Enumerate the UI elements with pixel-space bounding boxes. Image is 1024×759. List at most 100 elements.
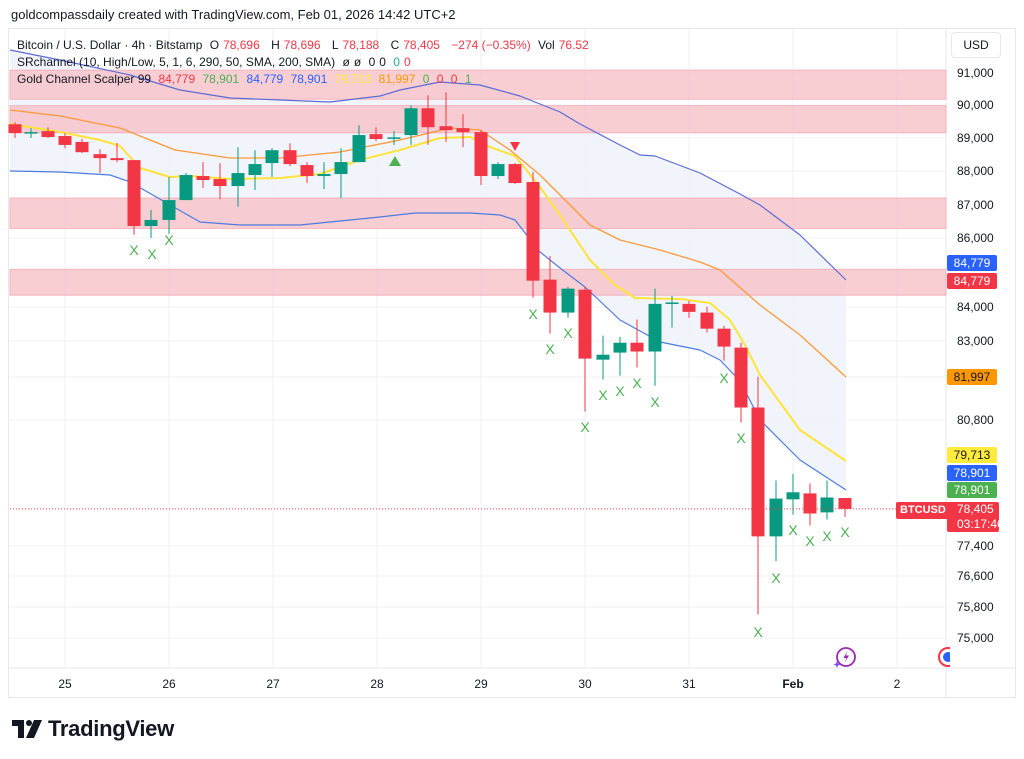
x-marker-icon: X [822, 528, 832, 544]
price-tick: 91,000 [957, 66, 994, 80]
legend-srchannel-row[interactable]: SRchannel (10, High/Low, 5, 1, 6, 290, 5… [17, 55, 411, 69]
resistance-band [9, 105, 947, 134]
candle-body [421, 108, 435, 128]
price-tick: 83,000 [957, 334, 994, 348]
time-tick: 2 [893, 677, 901, 691]
ai-assistant-icon[interactable] [832, 644, 858, 670]
candle-body [491, 164, 505, 177]
candle-body [630, 342, 644, 352]
x-marker-icon: X [545, 341, 555, 357]
candle-body [648, 303, 662, 352]
price-tick: 90,000 [957, 98, 994, 112]
candle-body [93, 154, 107, 159]
price-tick: 80,800 [957, 413, 994, 427]
time-tick: Feb [782, 677, 804, 691]
candle-body [456, 128, 470, 133]
tradingview-logo[interactable]: TradingView [12, 716, 174, 742]
candle-body [179, 175, 193, 201]
price-tick: 89,000 [957, 131, 994, 145]
price-badge: 79,713 [947, 447, 997, 463]
candle-body [110, 158, 124, 161]
x-marker-icon: X [805, 533, 815, 549]
candle-body [162, 200, 176, 220]
time-tick: 26 [162, 677, 176, 691]
candle-body [283, 150, 297, 165]
tradingview-wordmark: TradingView [48, 716, 174, 741]
price-badge: 78,901 [947, 465, 997, 481]
candle-body [387, 137, 401, 139]
change-value: −274 (−0.35%) [451, 38, 531, 52]
candle-body [700, 312, 714, 329]
legend-gcs-row[interactable]: Gold Channel Scalper 99 84,779 78,901 84… [17, 72, 472, 86]
symbol-tag: BTCUSD [896, 502, 950, 519]
candle-body [665, 302, 679, 304]
candle-body [803, 493, 817, 514]
price-tick: 75,000 [957, 631, 994, 645]
price-badge: 84,779 [947, 255, 997, 271]
candle-body [786, 492, 800, 500]
candle-body [717, 328, 731, 347]
low-value: L 78,188 [331, 38, 380, 52]
candle-body [317, 174, 331, 177]
candle-body [820, 497, 834, 513]
high-value: H 78,696 [271, 38, 321, 52]
candle-body [300, 165, 314, 177]
price-tick: 87,000 [957, 198, 994, 212]
x-marker-icon: X [129, 242, 139, 258]
price-tick: 86,000 [957, 231, 994, 245]
candle-body [751, 407, 765, 537]
candle-body [369, 134, 383, 140]
buy-signal-icon [389, 156, 401, 166]
candle-body [474, 132, 488, 177]
upper-channel-line [9, 49, 847, 281]
candle-body [213, 179, 227, 187]
x-marker-icon: X [753, 624, 763, 640]
close-value: C 78,405 [390, 38, 440, 52]
last-price-badge: 78,405 03:17:46 [947, 502, 1004, 532]
candle-body [144, 219, 158, 227]
economic-event-icon[interactable] [936, 645, 950, 669]
price-tick: 84,000 [957, 300, 994, 314]
last-price: 78,405 [957, 502, 994, 516]
candle-body [596, 354, 610, 360]
lower-channel-line [9, 170, 847, 491]
x-marker-icon: X [736, 430, 746, 446]
price-badge: 78,901 [947, 482, 997, 498]
currency-button[interactable]: USD [951, 32, 1001, 58]
candle-body [561, 288, 575, 313]
candle-body [352, 135, 366, 163]
candle-body [8, 124, 22, 134]
volume-value: Vol 76.52 [538, 38, 589, 52]
candle-body [231, 173, 245, 187]
x-marker-icon: X [598, 387, 608, 403]
x-marker-icon: X [788, 522, 798, 538]
tradingview-logo-icon [12, 720, 42, 738]
x-marker-icon: X [580, 419, 590, 435]
time-tick: 25 [58, 677, 72, 691]
candle-body [682, 303, 696, 312]
candle-body [41, 131, 55, 138]
candle-body [613, 342, 627, 353]
price-tick: 75,800 [957, 600, 994, 614]
x-marker-icon: X [719, 370, 729, 386]
candle-body [265, 150, 279, 164]
x-marker-icon: X [147, 246, 157, 262]
x-marker-icon: X [615, 383, 625, 399]
resistance-band [9, 268, 947, 296]
candle-body [404, 108, 418, 136]
candle-body [24, 132, 38, 134]
candle-body [526, 182, 540, 281]
price-tick: 76,600 [957, 569, 994, 583]
gcs-label: Gold Channel Scalper 99 [17, 72, 152, 86]
candle-body [543, 279, 557, 313]
candle-body [58, 136, 72, 145]
candle-body [838, 498, 852, 509]
price-tick: 77,400 [957, 539, 994, 553]
x-marker-icon: X [164, 232, 174, 248]
candle-body [734, 347, 748, 408]
candle-body [248, 164, 262, 176]
symbol-description: Bitcoin / U.S. Dollar · 4h · Bitstamp [17, 38, 203, 52]
srchannel-label: SRchannel (10, High/Low, 5, 1, 6, 290, 5… [17, 55, 336, 69]
